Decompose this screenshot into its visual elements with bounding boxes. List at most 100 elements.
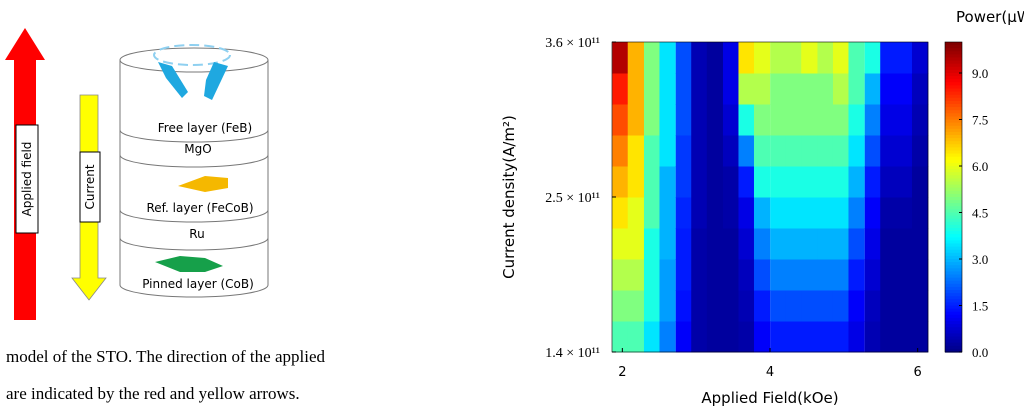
heatmap-cell [738,166,755,198]
heatmap-cell [659,290,676,322]
colorbar-band [945,317,962,322]
heatmap-cell [612,197,629,229]
colorbar-band [945,131,962,136]
colorbar-band [945,135,962,139]
heatmap-cell [722,135,740,167]
y-tick-label: 2.5 × 10¹¹ [545,191,600,206]
heatmap-cell [659,135,676,167]
colorbar-band [945,228,962,232]
heatmap-cell [691,135,708,167]
heatmap-cell [659,166,676,198]
colorbar-band [945,113,962,117]
heatmap-cell [896,197,913,229]
heatmap-cell [722,228,740,260]
heatmap-cell [675,166,693,198]
heatmap-cell [722,321,740,353]
colorbar-band [945,128,962,133]
heatmap-cell [738,73,755,105]
heatmap-cell [832,166,850,198]
heatmap-cell [753,135,771,167]
heatmap-cell [770,290,787,322]
heatmap-cell [896,73,913,105]
heatmap-cell [627,259,645,291]
current-box [79,151,101,223]
heatmap-cell [880,290,897,322]
colorbar-band [945,215,962,220]
heatmap-cell [864,73,882,105]
x-tick-label: 4 [766,365,774,380]
colorbar-band [945,175,962,179]
colorbar-band [945,91,962,96]
heatmap-cell [785,197,803,229]
heatmap-cell [706,290,724,322]
heatmap-cell [864,166,882,198]
colorbar-band [945,57,962,62]
colorbar-band [945,48,962,52]
heatmap-cell [801,104,818,136]
heatmap-cell [738,321,755,353]
heatmap-cell [675,73,693,105]
heatmap-cell [706,259,724,291]
heatmap-cell [880,73,897,105]
heatmap-cell [911,321,929,353]
colorbar-tick-label: 1.5 [972,299,988,314]
heatmap-cell [706,197,724,229]
colorbar-band [945,259,962,263]
colorbar-band [945,268,962,272]
colorbar-band [945,277,962,282]
colorbar-band [945,203,962,207]
colorbar-tick-label: 9.0 [972,66,988,81]
colorbar-band [945,224,962,229]
heatmap-cell [691,73,708,105]
heatmap-cell [627,321,645,353]
heatmap-cell [612,42,629,74]
heatmap-cell [643,228,661,260]
colorbar-band [945,51,962,55]
colorbar-band [945,327,962,331]
heatmap-cell [864,135,882,167]
heatmap-cell [675,259,693,291]
colorbar-band [945,231,962,235]
heatmap-cell [738,197,755,229]
heatmap-cell [785,166,803,198]
heatmap-cell [801,197,818,229]
heatmap-cell [770,42,787,74]
layer-label: MgO [184,142,211,156]
applied-field-box [15,124,39,234]
heatmap-cell [738,42,755,74]
colorbar-tick-label: 6.0 [972,159,988,174]
heatmap-cell [911,73,929,105]
heatmap-cell [832,135,850,167]
heatmap-cell [848,104,865,136]
colorbar-band [945,339,962,344]
heatmap-cell [753,73,771,105]
colorbar-band [945,246,962,251]
heatmap-cell [612,259,629,291]
colorbar-band [945,280,962,285]
heatmap-cell [801,290,818,322]
heatmap-cell [722,73,740,105]
heatmap-cell [880,135,897,167]
heatmap-cell [785,290,803,322]
colorbar-band [945,76,962,80]
heatmap-cell [753,321,771,353]
heatmap-cell [706,228,724,260]
colorbar-band [945,255,962,260]
y-tick-label: 3.6 × 10¹¹ [545,36,600,51]
heatmap-cell [675,104,693,136]
heatmap-cell [817,228,834,260]
cylinder-top [119,47,269,73]
heatmap-cell [770,73,787,105]
colorbar-tick-label: 3.0 [972,252,988,267]
heatmap-cell [911,259,929,291]
y-axis-title: Current density(A/m²) [500,115,518,279]
heatmap-cell [848,228,865,260]
colorbar-band [945,308,962,313]
heatmap-cell [848,290,865,322]
heatmap-cell [896,228,913,260]
colorbar-band [945,110,962,114]
colorbar-band [945,237,962,241]
heatmap-cell [643,135,661,167]
heatmap-cell [801,135,818,167]
heatmap-cell [770,135,787,167]
